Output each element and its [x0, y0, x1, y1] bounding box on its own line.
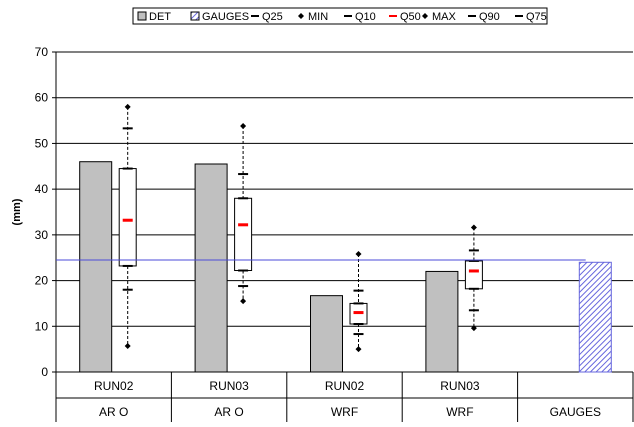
- bar-det: [425, 270, 459, 373]
- x-tick-label-line1: RUN02: [325, 379, 365, 393]
- y-tick-label: 30: [35, 228, 49, 242]
- bar-det: [194, 163, 228, 373]
- x-tick-label-line2: AR O: [99, 405, 128, 419]
- y-tick-label: 10: [35, 319, 49, 333]
- min-marker: [355, 346, 362, 353]
- legend-label: Q25: [262, 11, 283, 23]
- legend-label: Q50: [400, 11, 421, 23]
- legend-swatch: [190, 11, 200, 21]
- legend-label: GAUGES: [202, 11, 249, 23]
- x-tick-label-line1: RUN03: [209, 379, 249, 393]
- y-tick-label: 0: [41, 365, 48, 379]
- bar-det: [310, 295, 343, 373]
- legend-swatch: [137, 11, 147, 21]
- max-marker: [355, 251, 362, 258]
- legend-label: Q10: [355, 11, 376, 23]
- x-tick-label-line1: RUN03: [440, 379, 480, 393]
- x-tick-label-line2: AR O: [214, 405, 243, 419]
- max-marker: [240, 123, 247, 130]
- legend-box: [132, 7, 548, 25]
- min-marker: [240, 298, 247, 305]
- y-tick-label: 40: [35, 182, 49, 196]
- legend-label: Q90: [479, 11, 500, 23]
- y-tick-label: 60: [35, 91, 49, 105]
- legend-label: MAX: [432, 11, 457, 23]
- legend: DET GAUGES Q25 MIN Q10 Q50 MAX Q90 Q75: [132, 7, 548, 25]
- min-marker: [124, 342, 131, 349]
- y-tick-label: 20: [35, 274, 49, 288]
- legend-label: MIN: [308, 11, 328, 23]
- bar-det: [79, 161, 113, 373]
- y-axis-label: (mm): [11, 198, 23, 225]
- box-iqr: [464, 260, 483, 290]
- min-marker: [470, 325, 477, 332]
- legend-label: DET: [149, 11, 171, 23]
- y-tick-label: 70: [35, 45, 49, 59]
- max-marker: [124, 103, 131, 110]
- x-tick-label-line2: WRF: [331, 405, 358, 419]
- legend-swatch: [422, 13, 428, 19]
- legend-swatch: [298, 13, 304, 19]
- x-tick-label-line2: GAUGES: [550, 405, 601, 419]
- y-tick-label: 50: [35, 136, 49, 150]
- x-tick-label-line1: RUN02: [94, 379, 134, 393]
- legend-label: Q75: [526, 11, 547, 23]
- box-iqr: [118, 168, 137, 267]
- max-marker: [470, 224, 477, 231]
- x-tick-label-line2: WRF: [446, 405, 473, 419]
- plot-area: 0 10 20 30 40 50 60 70 (mm) RUN02 AR O RUN03 AR O RUN…: [11, 45, 634, 422]
- bar-gauges: [578, 261, 612, 373]
